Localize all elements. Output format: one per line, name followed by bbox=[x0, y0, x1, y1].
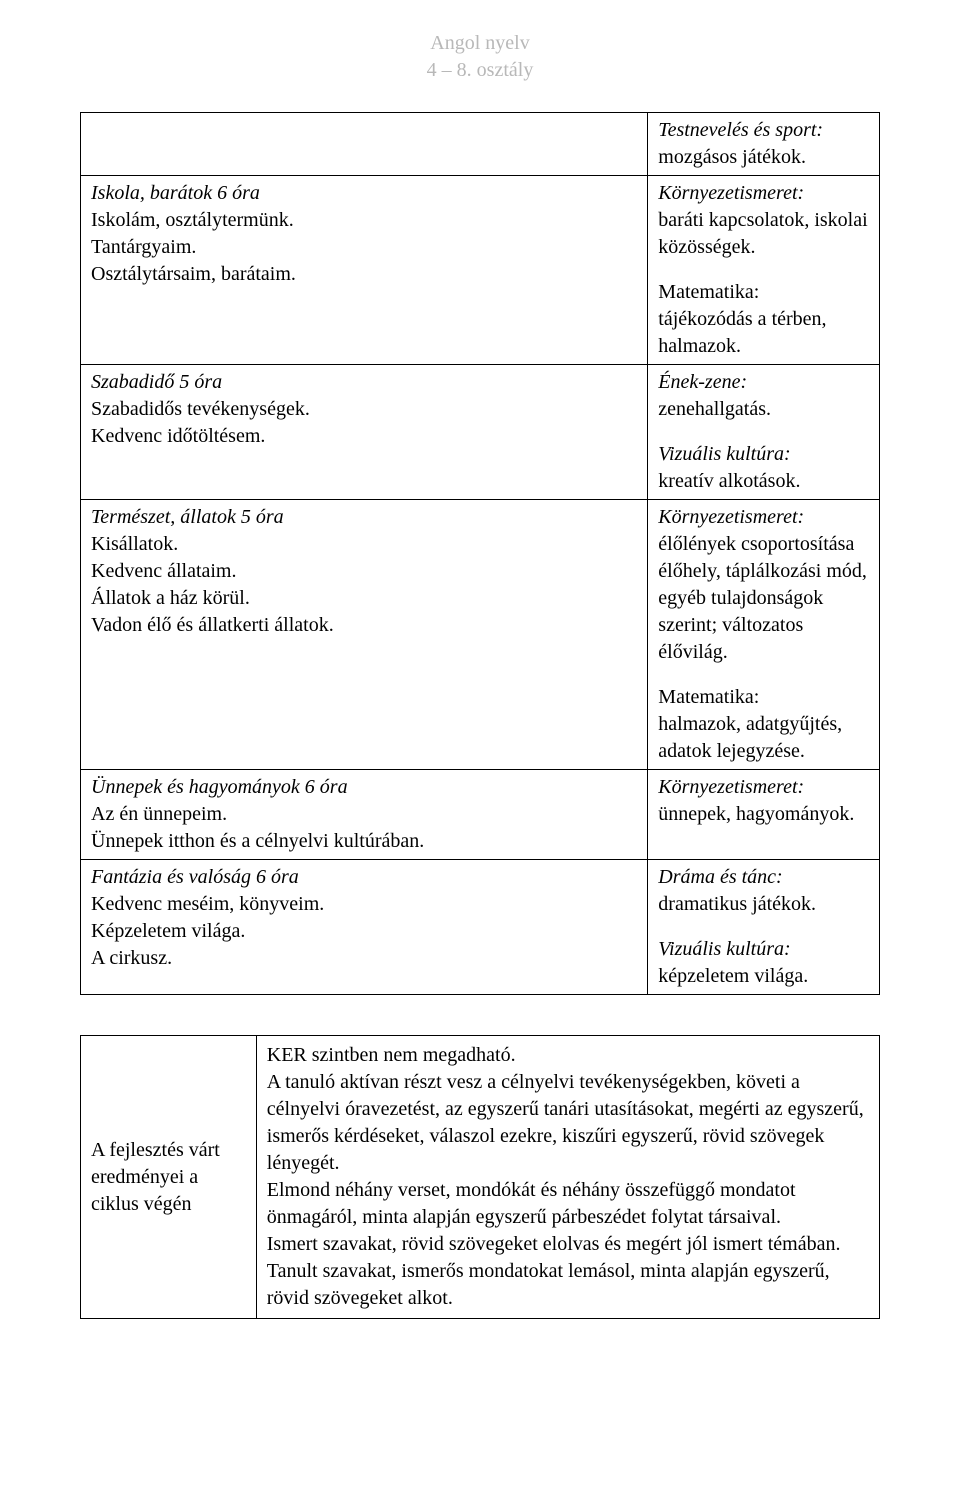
outcome-line: A tanuló aktívan részt vesz a célnyelvi … bbox=[267, 1071, 864, 1174]
subject-block: Matematika: tájékozódás a térben, halmaz… bbox=[658, 279, 871, 360]
topic-line: Kisállatok. bbox=[91, 533, 178, 555]
subject-italic: Környezetismeret: bbox=[658, 506, 804, 528]
cell-right: Ének-zene: zenehallgatás. Vizuális kultú… bbox=[648, 365, 880, 500]
subject-text: halmazok, adatgyűjtés, adatok lejegyzése… bbox=[658, 713, 842, 762]
cell-top-left bbox=[81, 113, 648, 176]
topic-line: Tantárgyaim. bbox=[91, 236, 196, 258]
outcomes-left: A fejlesztés várt eredményei a ciklus vé… bbox=[81, 1036, 257, 1319]
table-row: Természet, állatok 5 óra Kisállatok. Ked… bbox=[81, 500, 880, 770]
subject-block: Matematika: halmazok, adatgyűjtés, adato… bbox=[658, 684, 871, 765]
subject-text: képzeletem világa. bbox=[658, 965, 808, 987]
cell-left: Fantázia és valóság 6 óra Kedvenc meséim… bbox=[81, 860, 648, 995]
outcomes-right: KER szintben nem megadható. A tanuló akt… bbox=[256, 1036, 879, 1319]
topic-title: Ünnepek és hagyományok 6 óra bbox=[91, 776, 348, 798]
subject-block: Vizuális kultúra: kreatív alkotások. bbox=[658, 441, 871, 495]
topic-title: Iskola, barátok 6 óra bbox=[91, 182, 260, 204]
subject-block: Vizuális kultúra: képzeletem világa. bbox=[658, 936, 871, 990]
table-row: Iskola, barátok 6 óra Iskolám, osztályte… bbox=[81, 176, 880, 365]
subject-italic: Vizuális kultúra: bbox=[658, 938, 790, 960]
topic-line: Vadon élő és állatkerti állatok. bbox=[91, 614, 334, 636]
subject-italic: Dráma és tánc: bbox=[658, 866, 782, 888]
cell-right: Környezetismeret: ünnepek, hagyományok. bbox=[648, 770, 880, 860]
topic-title: Fantázia és valóság 6 óra bbox=[91, 866, 299, 888]
subject-text: dramatikus játékok. bbox=[658, 893, 816, 915]
subject-label: Matematika: bbox=[658, 281, 759, 303]
cell-left: Ünnepek és hagyományok 6 óra Az én ünnep… bbox=[81, 770, 648, 860]
topic-line: Kedvenc időtöltésem. bbox=[91, 425, 265, 447]
curriculum-table: Testnevelés és sport: mozgásos játékok. … bbox=[80, 112, 880, 995]
subject-italic: Környezetismeret: bbox=[658, 182, 804, 204]
topic-title: Szabadidő 5 óra bbox=[91, 371, 222, 393]
cell-left: Szabadidő 5 óra Szabadidős tevékenységek… bbox=[81, 365, 648, 500]
outcome-line: Elmond néhány verset, mondókát és néhány… bbox=[267, 1179, 796, 1228]
subject-text: zenehallgatás. bbox=[658, 398, 771, 420]
subject-italic: Ének-zene: bbox=[658, 371, 747, 393]
table-row: Fantázia és valóság 6 óra Kedvenc meséim… bbox=[81, 860, 880, 995]
subject-text: élőlények csoportosítása élőhely, táplál… bbox=[658, 533, 867, 663]
topic-line: Képzeletem világa. bbox=[91, 920, 245, 942]
topic-line: Iskolám, osztálytermünk. bbox=[91, 209, 294, 231]
header-line-1: Angol nyelv bbox=[80, 30, 880, 57]
subject-text: mozgásos játékok. bbox=[658, 146, 806, 168]
topic-line: Kedvenc állataim. bbox=[91, 560, 237, 582]
cell-right: Dráma és tánc: dramatikus játékok. Vizuá… bbox=[648, 860, 880, 995]
table-row: Testnevelés és sport: mozgásos játékok. bbox=[81, 113, 880, 176]
topic-line: Szabadidős tevékenységek. bbox=[91, 398, 310, 420]
subject-text: tájékozódás a térben, halmazok. bbox=[658, 308, 826, 357]
outcome-line: Ismert szavakat, rövid szövegeket elolva… bbox=[267, 1233, 841, 1255]
cell-top-right: Testnevelés és sport: mozgásos játékok. bbox=[648, 113, 880, 176]
table-row: Szabadidő 5 óra Szabadidős tevékenységek… bbox=[81, 365, 880, 500]
outcomes-table: A fejlesztés várt eredményei a ciklus vé… bbox=[80, 1035, 880, 1319]
subject-italic: Testnevelés és sport: bbox=[658, 119, 823, 141]
subject-text: kreatív alkotások. bbox=[658, 470, 800, 492]
table-row: Ünnepek és hagyományok 6 óra Az én ünnep… bbox=[81, 770, 880, 860]
header-line-2: 4 – 8. osztály bbox=[80, 57, 880, 84]
cell-right: Környezetismeret: baráti kapcsolatok, is… bbox=[648, 176, 880, 365]
subject-text: baráti kapcsolatok, iskolai közösségek. bbox=[658, 209, 867, 258]
topic-line: Ünnepek itthon és a célnyelvi kultúrában… bbox=[91, 830, 424, 852]
cell-left: Iskola, barátok 6 óra Iskolám, osztályte… bbox=[81, 176, 648, 365]
topic-title: Természet, állatok 5 óra bbox=[91, 506, 284, 528]
outcome-line: KER szintben nem megadható. bbox=[267, 1044, 516, 1066]
subject-italic: Vizuális kultúra: bbox=[658, 443, 790, 465]
cell-right: Környezetismeret: élőlények csoportosítá… bbox=[648, 500, 880, 770]
table-row: A fejlesztés várt eredményei a ciklus vé… bbox=[81, 1036, 880, 1319]
outcome-line: Tanult szavakat, ismerős mondatokat lemá… bbox=[267, 1260, 830, 1309]
topic-line: Állatok a ház körül. bbox=[91, 587, 250, 609]
topic-line: Osztálytársaim, barátaim. bbox=[91, 263, 296, 285]
subject-label: Matematika: bbox=[658, 686, 759, 708]
topic-line: A cirkusz. bbox=[91, 947, 172, 969]
topic-line: Kedvenc meséim, könyveim. bbox=[91, 893, 324, 915]
cell-left: Természet, állatok 5 óra Kisállatok. Ked… bbox=[81, 500, 648, 770]
page-header: Angol nyelv 4 – 8. osztály bbox=[80, 30, 880, 84]
subject-text: ünnepek, hagyományok. bbox=[658, 803, 854, 825]
subject-italic: Környezetismeret: bbox=[658, 776, 804, 798]
outcomes-label: A fejlesztés várt eredményei a ciklus vé… bbox=[91, 1139, 220, 1215]
topic-line: Az én ünnepeim. bbox=[91, 803, 227, 825]
